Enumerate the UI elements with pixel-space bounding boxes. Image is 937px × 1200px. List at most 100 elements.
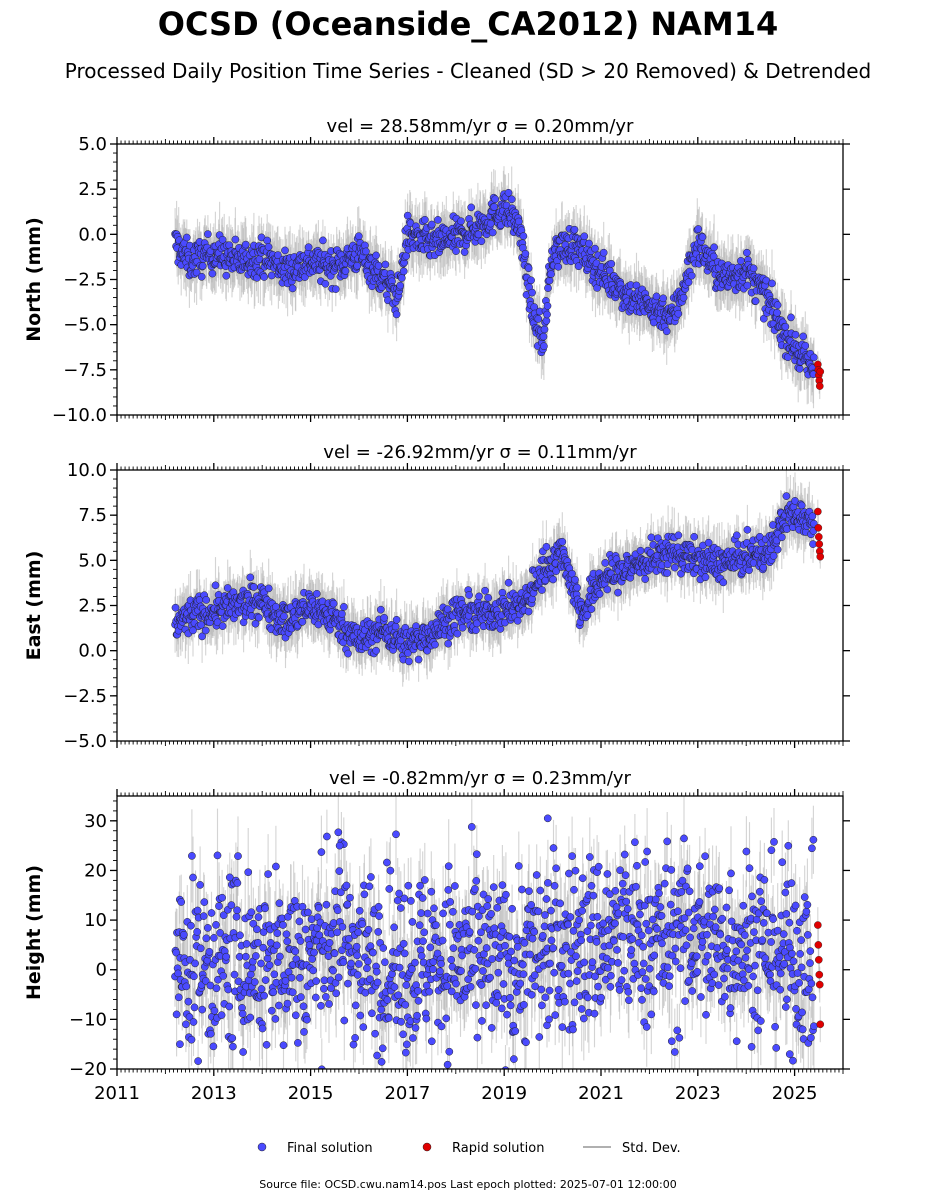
final-point: [391, 622, 400, 631]
final-point: [192, 268, 201, 277]
final-point: [795, 364, 804, 373]
final-point: [810, 353, 818, 362]
rapid-point: [816, 367, 825, 376]
final-point: [420, 215, 429, 224]
y-tick-label: −7.5: [63, 360, 107, 381]
final-point: [354, 232, 363, 241]
final-point: [201, 626, 210, 635]
rapid-point: [815, 382, 824, 390]
final-point: [399, 267, 408, 276]
final-point: [591, 244, 599, 253]
final-point: [198, 632, 206, 641]
figure-subtitle: Processed Daily Position Time Series - C…: [65, 59, 871, 83]
final-point: [524, 607, 533, 616]
final-point: [231, 235, 240, 244]
final-point: [427, 220, 436, 229]
final-point: [189, 626, 197, 635]
final-point: [218, 235, 227, 244]
final-point: [260, 273, 268, 281]
final-point: [380, 613, 389, 622]
final-point: [481, 586, 489, 595]
final-point: [392, 310, 401, 319]
final-point: [488, 228, 497, 237]
final-point: [571, 575, 579, 584]
final-point: [465, 591, 473, 599]
final-point: [542, 542, 551, 551]
final-point: [460, 248, 469, 256]
final-point: [280, 612, 288, 621]
final-point: [743, 248, 751, 257]
final-point: [431, 640, 439, 649]
final-point: [679, 293, 688, 302]
final-point: [528, 288, 536, 297]
final-point: [580, 232, 589, 241]
final-point: [504, 578, 513, 587]
final-point: [585, 239, 593, 248]
final-point: [329, 599, 338, 608]
final-point: [374, 261, 383, 270]
final-point: [558, 537, 567, 546]
final-point: [397, 274, 406, 282]
final-point: [453, 629, 462, 638]
final-point: [319, 236, 327, 245]
final-solution-points: [171, 492, 818, 666]
final-point: [396, 281, 405, 290]
final-point: [402, 252, 411, 260]
final-point: [267, 271, 276, 280]
final-point: [710, 243, 718, 252]
final-point: [687, 271, 696, 280]
final-point: [737, 257, 745, 265]
final-point: [264, 243, 273, 251]
final-point: [709, 252, 718, 261]
final-point: [490, 203, 499, 211]
final-point: [353, 261, 362, 270]
final-point: [274, 251, 282, 259]
final-point: [472, 626, 480, 635]
final-point: [344, 649, 352, 658]
final-point: [662, 327, 671, 336]
panel-east: vel = -26.92mm/yr σ = 0.11mm/yr East (mm)…: [23, 442, 850, 752]
final-point: [444, 639, 453, 648]
final-point: [674, 309, 683, 318]
final-point: [540, 342, 548, 351]
final-point: [452, 247, 460, 255]
final-point: [263, 236, 272, 245]
final-point: [281, 246, 289, 255]
final-point: [539, 332, 548, 341]
final-point: [381, 260, 390, 269]
final-point: [249, 583, 258, 591]
final-point: [405, 657, 413, 666]
final-point: [513, 616, 522, 625]
final-point: [473, 619, 481, 628]
final-point: [787, 313, 795, 322]
final-point: [599, 248, 608, 257]
final-point: [547, 270, 555, 278]
final-point: [434, 216, 442, 224]
panels: vel = 28.58mm/yr σ = 0.20mm/yr North (mm)…: [23, 116, 850, 1104]
final-point: [475, 592, 483, 601]
final-point: [423, 646, 432, 655]
final-point: [486, 219, 495, 228]
final-point: [543, 310, 551, 319]
final-point: [554, 262, 563, 271]
final-point: [504, 188, 513, 197]
final-point: [340, 603, 348, 611]
final-point: [784, 353, 792, 362]
final-point: [264, 584, 273, 593]
final-point: [198, 262, 207, 270]
final-point: [204, 230, 212, 238]
final-point: [773, 308, 781, 317]
final-point: [751, 297, 760, 305]
final-point: [474, 230, 483, 239]
panel-north: vel = 28.58mm/yr σ = 0.20mm/yr North (mm)…: [23, 116, 850, 426]
final-point: [607, 259, 616, 268]
final-point: [491, 195, 500, 204]
final-point: [372, 251, 380, 260]
final-point: [549, 575, 557, 584]
final-point: [749, 264, 758, 273]
plot-area: [171, 470, 825, 687]
final-point: [376, 605, 385, 614]
final-point: [457, 217, 465, 226]
final-point: [341, 267, 350, 275]
final-point: [781, 322, 790, 331]
